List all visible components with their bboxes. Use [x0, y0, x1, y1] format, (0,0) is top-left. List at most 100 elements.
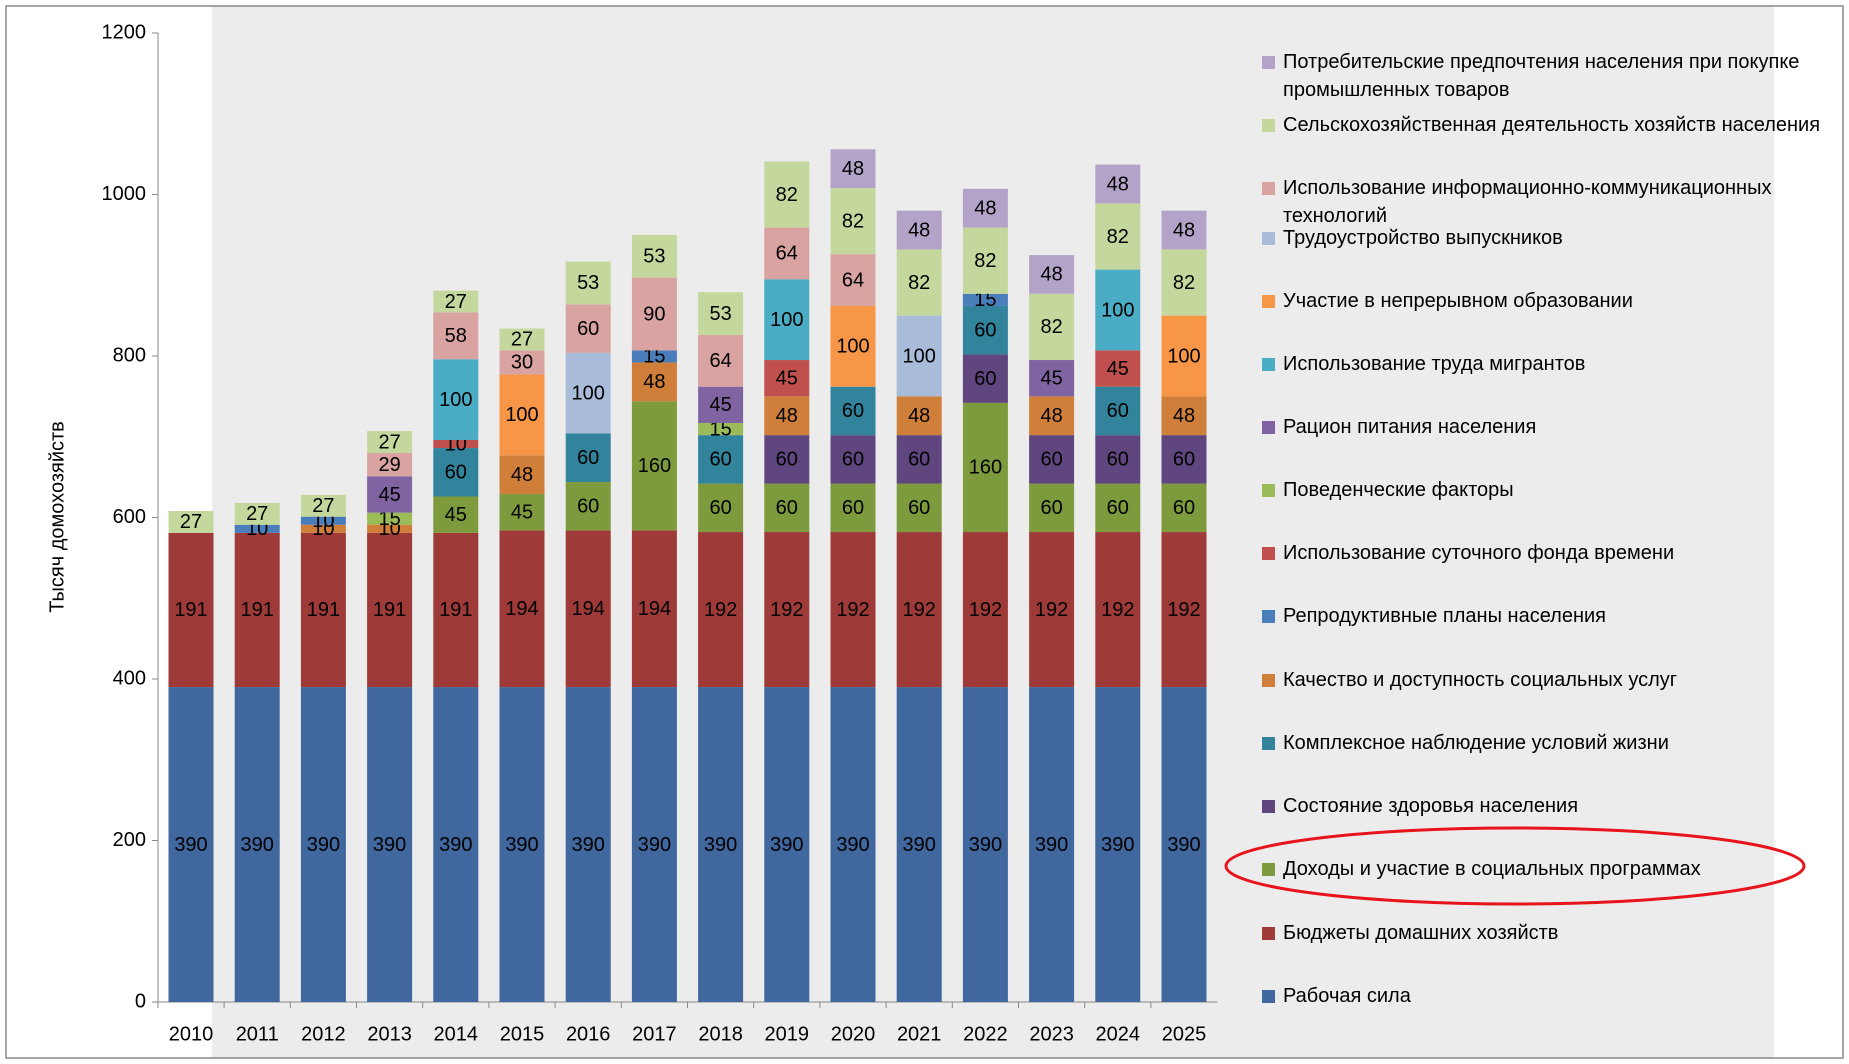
bar-segment	[631, 234, 677, 278]
bar-segment	[698, 423, 744, 436]
bar-segment	[367, 431, 413, 453]
bar-segment	[830, 435, 876, 484]
legend-swatch	[1262, 119, 1275, 132]
bar-segment	[1095, 687, 1141, 1002]
value-label: 390	[969, 834, 1002, 856]
value-label: 15	[378, 508, 400, 530]
legend-label: Комплексное наблюдение условий жизни	[1283, 732, 1669, 754]
legend-swatch	[1262, 484, 1275, 497]
x-tick-label: 2015	[500, 1023, 545, 1045]
value-label: 60	[1107, 497, 1129, 519]
legend-swatch	[1262, 358, 1275, 371]
value-label: 60	[908, 497, 930, 519]
legend-swatch	[1262, 990, 1275, 1003]
value-label: 160	[969, 457, 1002, 479]
bar-segment	[830, 386, 876, 436]
legend-label: Сельскохозяйственная деятельность хозяйс…	[1283, 114, 1821, 136]
value-label: 27	[378, 431, 400, 453]
value-label: 30	[511, 352, 533, 374]
value-label: 60	[445, 462, 467, 484]
value-label: 100	[903, 345, 936, 367]
value-label: 191	[439, 599, 472, 621]
bar-segment	[698, 532, 744, 688]
bar-segment	[499, 350, 545, 375]
bar-segment	[830, 483, 876, 533]
y-tick-label: 400	[113, 667, 146, 689]
value-label: 191	[174, 599, 207, 621]
value-label: 60	[1040, 497, 1062, 519]
bar-segment	[764, 360, 810, 397]
bar-segment	[896, 210, 942, 250]
value-label: 48	[974, 198, 996, 220]
bar-segment	[300, 516, 346, 525]
legend-label: Использование труда мигрантов	[1283, 353, 1586, 375]
bar-segment	[1161, 249, 1207, 316]
bar-segment	[565, 304, 611, 353]
bar-segment	[1095, 350, 1141, 387]
value-label: 53	[643, 246, 665, 268]
value-label: 60	[842, 400, 864, 422]
legend-swatch	[1262, 610, 1275, 623]
bar-segment	[168, 687, 214, 1002]
bar-segment	[300, 494, 346, 517]
bar-segment	[1029, 435, 1075, 484]
x-tick-label: 2020	[831, 1023, 876, 1045]
bar-segment	[1095, 203, 1141, 270]
value-label: 48	[908, 219, 930, 241]
legend-label: Рабочая сила	[1283, 985, 1411, 1007]
bar-segment	[764, 483, 810, 533]
bar-segment	[962, 402, 1008, 533]
value-label: 53	[577, 272, 599, 294]
bar-segment	[499, 530, 545, 688]
bar-segment	[962, 188, 1008, 228]
value-label: 60	[842, 449, 864, 471]
value-label: 390	[241, 834, 274, 856]
value-label: 90	[643, 303, 665, 325]
value-label: 27	[511, 329, 533, 351]
value-label: 390	[638, 834, 671, 856]
value-label: 191	[307, 599, 340, 621]
bar-segment	[896, 315, 942, 397]
bar-segment	[896, 483, 942, 533]
value-label: 60	[908, 449, 930, 471]
x-tick-label: 2023	[1029, 1023, 1074, 1045]
y-tick-label: 0	[135, 990, 146, 1012]
bar-segment	[962, 687, 1008, 1002]
legend-swatch	[1262, 56, 1275, 69]
bar-segment	[698, 386, 744, 424]
bar-segment	[631, 277, 677, 351]
value-label: 390	[903, 834, 936, 856]
value-label: 60	[842, 497, 864, 519]
legend-label: Рацион питания населения	[1283, 416, 1537, 438]
bar-segment	[433, 532, 479, 688]
value-label: 58	[445, 325, 467, 347]
value-label: 45	[378, 484, 400, 506]
value-label: 82	[908, 272, 930, 294]
y-axis-label: Тысяч домохозяйств	[46, 421, 68, 613]
bar-segment	[300, 532, 346, 688]
bar-segment	[1029, 483, 1075, 533]
bar-segment	[764, 396, 810, 436]
bar-segment	[830, 188, 876, 255]
bar-segment	[433, 448, 479, 497]
legend-label: Доходы и участие в социальных программах	[1283, 858, 1701, 880]
bar-segment	[830, 532, 876, 688]
legend-swatch	[1262, 295, 1275, 308]
bar-segment	[1029, 396, 1075, 436]
value-label: 390	[572, 834, 605, 856]
bar-segment	[433, 687, 479, 1002]
bar-segment	[367, 476, 413, 513]
value-label: 27	[445, 291, 467, 313]
value-label: 15	[709, 418, 731, 440]
bar-segment	[367, 687, 413, 1002]
bar-segment	[698, 335, 744, 387]
bar-segment	[896, 435, 942, 484]
bar-segment	[168, 532, 214, 688]
bar-segment	[896, 687, 942, 1002]
value-label: 45	[511, 502, 533, 524]
value-label: 48	[1173, 219, 1195, 241]
legend-label: Потребительские предпочтения населения п…	[1283, 51, 1800, 101]
y-tick-label: 1200	[102, 21, 147, 43]
value-label: 192	[1167, 599, 1200, 621]
